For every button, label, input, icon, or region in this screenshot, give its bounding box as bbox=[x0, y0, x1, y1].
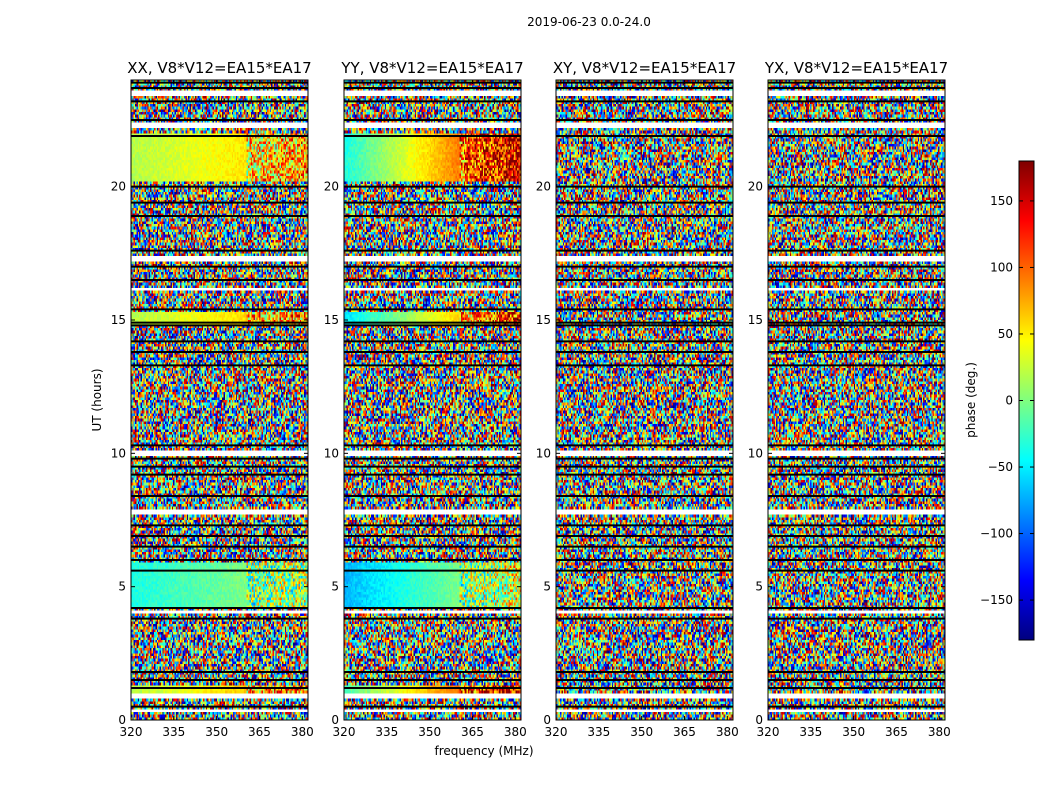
colorbar-ticks: −150 −100 −50 0 50 100 150 bbox=[980, 194, 1034, 607]
y-axis-label: UT (hours) bbox=[90, 368, 104, 431]
panel-xx: XX, V8*V12=EA15*EA17 320 335 350 365 380 0 5 10 1… bbox=[111, 59, 314, 739]
x-tick-label: 365 bbox=[461, 725, 484, 739]
x-tick-label: 380 bbox=[504, 725, 527, 739]
panel-title: YY, V8*V12=EA15*EA17 bbox=[340, 59, 523, 77]
x-tick-label: 335 bbox=[375, 725, 398, 739]
colorbar-label: phase (deg.) bbox=[964, 362, 978, 438]
panel-title: YX, V8*V12=EA15*EA17 bbox=[764, 59, 948, 77]
x-tick-label: 350 bbox=[842, 725, 865, 739]
colorbar-tick-label: 100 bbox=[990, 260, 1013, 274]
x-tick-label: 320 bbox=[545, 725, 568, 739]
colorbar-tick-label: 50 bbox=[998, 327, 1013, 341]
x-tick-label: 350 bbox=[418, 725, 441, 739]
phase-heatmap bbox=[768, 80, 945, 720]
x-tick-label: 365 bbox=[673, 725, 696, 739]
colorbar-tick-label: −150 bbox=[980, 593, 1013, 607]
x-tick-label: 320 bbox=[333, 725, 356, 739]
plot-frame bbox=[555, 79, 734, 721]
x-tick-label: 335 bbox=[162, 725, 185, 739]
x-tick-label: 335 bbox=[799, 725, 822, 739]
plot-frame bbox=[343, 79, 522, 721]
x-tick-label: 335 bbox=[587, 725, 610, 739]
x-tick-label: 380 bbox=[716, 725, 739, 739]
phase-heatmap bbox=[131, 80, 308, 720]
y-tick-label: 15 bbox=[748, 313, 763, 327]
y-tick-label: 15 bbox=[536, 313, 551, 327]
y-tick-label: 0 bbox=[755, 713, 763, 727]
panel-yy: YY, V8*V12=EA15*EA17 320 335 350 365 380 0 5 10 1… bbox=[324, 59, 527, 739]
y-tick-label: 20 bbox=[748, 180, 763, 194]
phase-heatmap bbox=[344, 80, 521, 720]
x-tick-label: 320 bbox=[757, 725, 780, 739]
plot-frame bbox=[767, 79, 946, 721]
x-tick-label: 380 bbox=[928, 725, 951, 739]
x-tick-label: 380 bbox=[291, 725, 314, 739]
colorbar-tick-label: −100 bbox=[980, 527, 1013, 541]
colorbar-tick-label: 0 bbox=[1005, 394, 1013, 408]
panel-yx: YX, V8*V12=EA15*EA17 320 335 350 365 380 0 5 10 1… bbox=[748, 59, 951, 739]
y-tick-label: 10 bbox=[748, 446, 763, 460]
phase-heatmap bbox=[556, 80, 733, 720]
y-tick-label: 5 bbox=[331, 580, 339, 594]
y-tick-label: 10 bbox=[111, 446, 126, 460]
figure-suptitle: 2019-06-23 0.0-24.0 bbox=[527, 15, 651, 29]
colorbar-tick-label: 150 bbox=[990, 194, 1013, 208]
x-tick-label: 365 bbox=[248, 725, 271, 739]
y-tick-label: 0 bbox=[118, 713, 126, 727]
y-tick-label: 0 bbox=[331, 713, 339, 727]
y-tick-label: 20 bbox=[111, 180, 126, 194]
y-tick-label: 5 bbox=[543, 580, 551, 594]
x-tick-label: 365 bbox=[885, 725, 908, 739]
y-tick-label: 10 bbox=[324, 446, 339, 460]
y-tick-label: 15 bbox=[324, 313, 339, 327]
x-tick-label: 320 bbox=[120, 725, 143, 739]
y-tick-label: 5 bbox=[118, 580, 126, 594]
x-tick-label: 350 bbox=[630, 725, 653, 739]
plot-frame bbox=[130, 79, 309, 721]
colorbar-tick-label: −50 bbox=[988, 460, 1013, 474]
y-tick-label: 0 bbox=[543, 713, 551, 727]
y-tick-label: 15 bbox=[111, 313, 126, 327]
y-tick-label: 20 bbox=[536, 180, 551, 194]
panel-xy: XY, V8*V12=EA15*EA17 320 335 350 365 380 0 5 10 1… bbox=[536, 59, 739, 739]
y-tick-label: 20 bbox=[324, 180, 339, 194]
panels: XX, V8*V12=EA15*EA17 320 335 350 365 380 0 5 10 1… bbox=[111, 59, 951, 739]
colorbar: −150 −100 −50 0 50 100 150 phase (deg.) bbox=[964, 160, 1035, 641]
x-axis-label: frequency (MHz) bbox=[434, 744, 533, 758]
x-tick-label: 350 bbox=[205, 725, 228, 739]
panel-title: XX, V8*V12=EA15*EA17 bbox=[127, 59, 311, 77]
y-tick-label: 5 bbox=[755, 580, 763, 594]
panel-title: XY, V8*V12=EA15*EA17 bbox=[553, 59, 736, 77]
y-tick-label: 10 bbox=[536, 446, 551, 460]
